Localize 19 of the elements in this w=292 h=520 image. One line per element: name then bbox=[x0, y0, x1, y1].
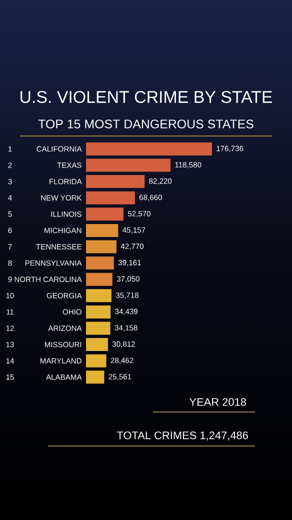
bar bbox=[86, 289, 112, 302]
bar bbox=[86, 191, 135, 204]
bar bbox=[86, 224, 118, 237]
bar bbox=[86, 338, 108, 352]
chart-subtitle: TOP 15 MOST DANGEROUS STATES bbox=[38, 120, 254, 128]
bar bbox=[86, 305, 111, 318]
bar bbox=[86, 370, 104, 384]
bar bbox=[86, 142, 212, 156]
chart-title: U.S. VIOLENT CRIME BY STATE bbox=[20, 90, 272, 103]
bar bbox=[86, 158, 170, 172]
bar bbox=[86, 208, 124, 221]
text: TOTAL CRIMES 1,247,486 bbox=[116, 431, 248, 441]
bar bbox=[86, 256, 114, 270]
bar bbox=[86, 322, 110, 335]
text: YEAR 2018 bbox=[189, 398, 246, 406]
bar bbox=[86, 272, 112, 286]
bar bbox=[86, 240, 116, 254]
bar bbox=[86, 175, 145, 188]
bar bbox=[86, 354, 106, 368]
